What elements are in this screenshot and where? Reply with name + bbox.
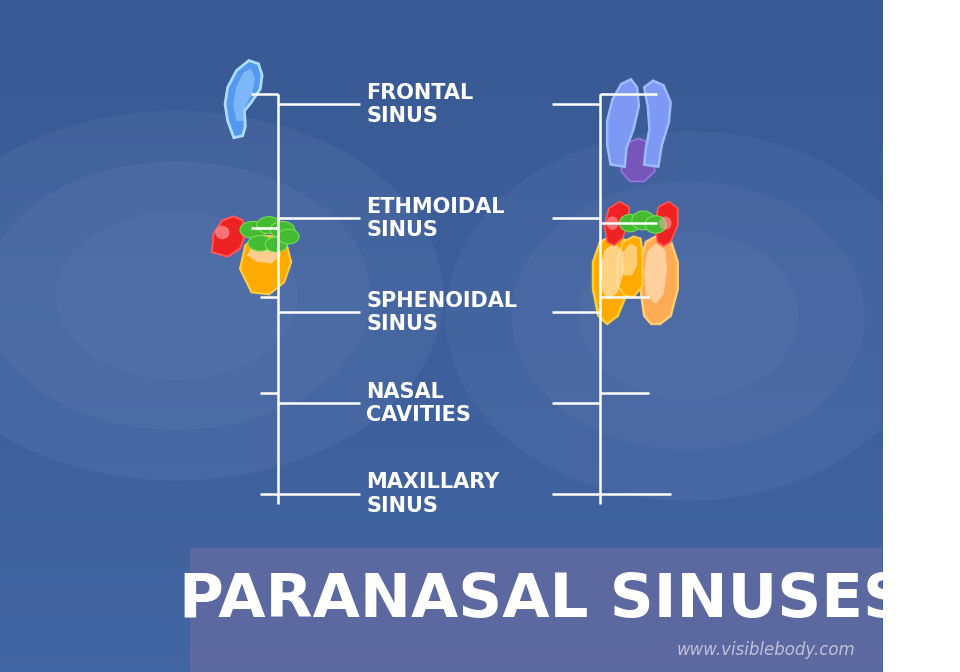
- Polygon shape: [640, 235, 678, 324]
- Ellipse shape: [256, 217, 281, 234]
- Ellipse shape: [445, 131, 931, 501]
- Polygon shape: [225, 60, 262, 138]
- Text: PARANASAL SINUSES: PARANASAL SINUSES: [179, 571, 906, 630]
- Ellipse shape: [270, 222, 295, 238]
- Text: www.visiblebody.com: www.visiblebody.com: [677, 642, 855, 659]
- Ellipse shape: [619, 214, 640, 232]
- Text: MAXILLARY
SINUS: MAXILLARY SINUS: [366, 472, 499, 515]
- Polygon shape: [605, 202, 629, 245]
- Polygon shape: [233, 69, 255, 121]
- Ellipse shape: [632, 211, 655, 230]
- Polygon shape: [247, 239, 280, 263]
- Polygon shape: [240, 235, 291, 294]
- Ellipse shape: [240, 222, 267, 238]
- Ellipse shape: [645, 216, 666, 233]
- Polygon shape: [607, 79, 639, 167]
- Text: SPHENOIDAL
SINUS: SPHENOIDAL SINUS: [366, 291, 517, 334]
- Polygon shape: [644, 81, 671, 167]
- Text: NASAL
CAVITIES: NASAL CAVITIES: [366, 382, 471, 425]
- Polygon shape: [593, 235, 632, 324]
- Bar: [190, 548, 882, 672]
- Text: FRONTAL
SINUS: FRONTAL SINUS: [366, 83, 473, 126]
- Ellipse shape: [278, 229, 300, 244]
- Ellipse shape: [512, 181, 865, 450]
- Ellipse shape: [660, 216, 672, 230]
- Text: ETHMOIDAL
SINUS: ETHMOIDAL SINUS: [366, 197, 505, 240]
- Polygon shape: [607, 79, 639, 167]
- Ellipse shape: [578, 232, 799, 400]
- Polygon shape: [600, 243, 624, 300]
- Polygon shape: [621, 138, 655, 181]
- Ellipse shape: [55, 212, 298, 380]
- Polygon shape: [621, 243, 637, 276]
- Polygon shape: [617, 237, 642, 297]
- Polygon shape: [644, 81, 671, 167]
- Ellipse shape: [215, 226, 229, 239]
- Polygon shape: [644, 243, 667, 304]
- Ellipse shape: [265, 237, 287, 252]
- Ellipse shape: [0, 161, 371, 430]
- Ellipse shape: [248, 236, 273, 251]
- Ellipse shape: [0, 111, 444, 480]
- Ellipse shape: [606, 216, 618, 230]
- Polygon shape: [212, 216, 246, 257]
- Polygon shape: [655, 202, 678, 246]
